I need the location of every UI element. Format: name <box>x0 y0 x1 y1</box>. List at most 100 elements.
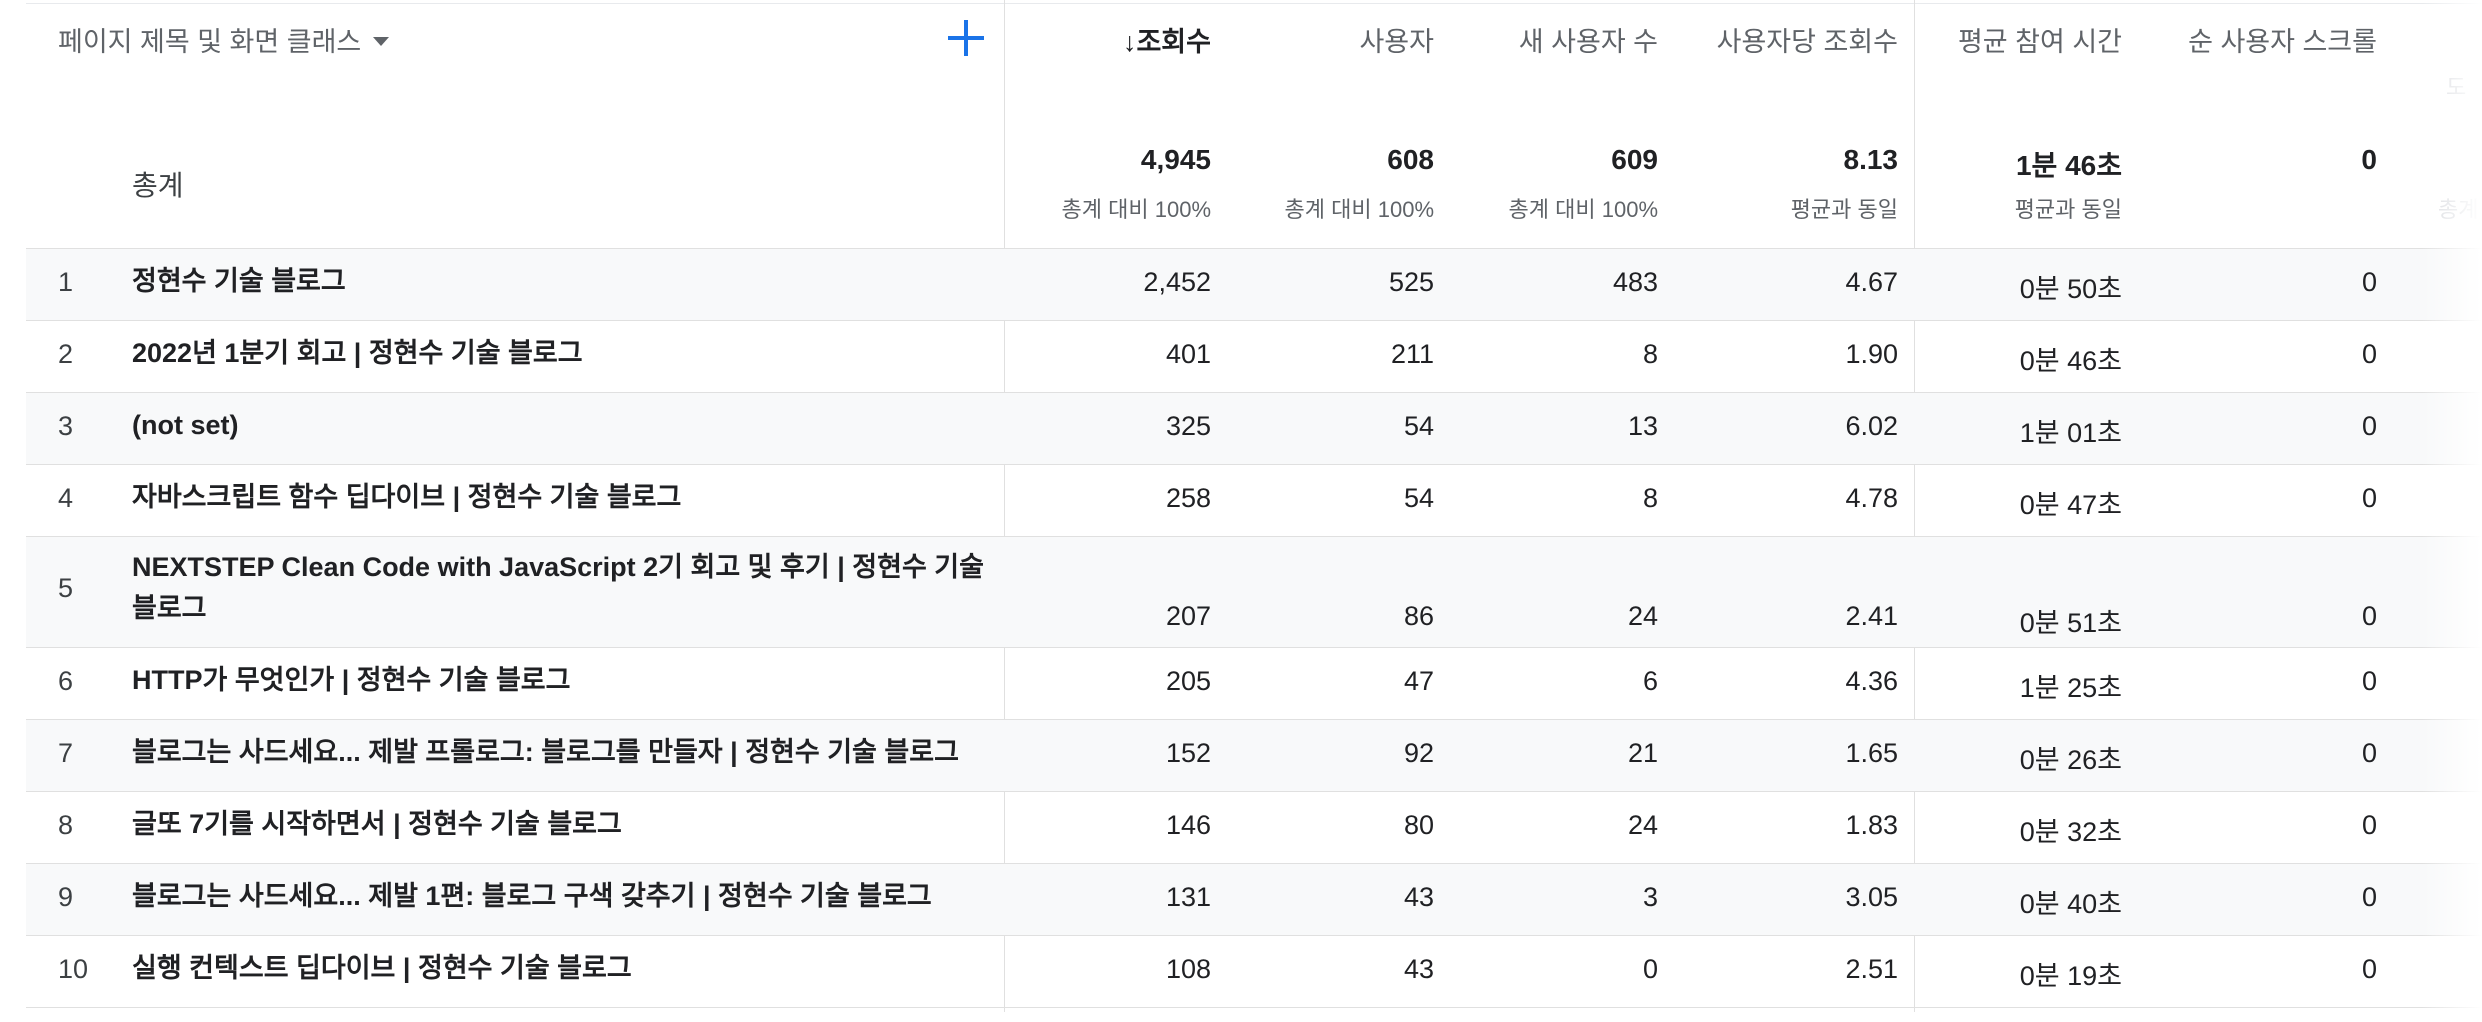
cell-new-users: 21 <box>1627 738 1658 768</box>
cell-avg-engagement-time: 0분 51초 <box>2019 608 2122 638</box>
total-new-users: 609 <box>1611 144 1658 175</box>
cell-new-users: 24 <box>1627 601 1658 631</box>
cell-unique-scrolls: 0 <box>2361 954 2377 984</box>
cell-new-users: 3 <box>1642 882 1658 912</box>
cell-unique-scrolls: 0 <box>2361 882 2377 912</box>
cell-users: 54 <box>1403 411 1434 441</box>
table-row[interactable]: 2 2022년 1분기 회고 | 정현수 기술 블로그 401 211 8 1.90 0분 … <box>26 320 2482 392</box>
cell-unique-scrolls: 0 <box>2361 810 2377 840</box>
clipped-column-header: 도 <box>2446 75 2467 100</box>
cell-views: 258 <box>1165 483 1211 513</box>
table-row[interactable]: 7 블로그는 사드세요... 제발 프롤로그: 블로그를 만들자 | 정현수 기술… <box>26 719 2482 791</box>
cell-new-users: 13 <box>1627 411 1658 441</box>
top-divider <box>26 3 2482 4</box>
column-divider <box>1914 0 1915 1012</box>
row-page-title: 자바스크립트 함수 딥다이브 | 정현수 기술 블로그 <box>132 482 682 512</box>
table-row[interactable]: 9 블로그는 사드세요... 제발 1편: 블로그 구색 갖추기 | 정현수 기술… <box>26 863 2482 935</box>
column-header-avg-engagement-time[interactable]: 평균 참여 시간 <box>1957 27 2122 57</box>
column-header-new-users[interactable]: 새 사용자 수 <box>1518 27 1658 57</box>
row-rank: 10 <box>58 954 89 984</box>
cell-unique-scrolls: 0 <box>2361 339 2377 369</box>
total-avg-engagement-time: 1분 46초 <box>2015 150 2122 181</box>
cell-users: 54 <box>1403 483 1434 513</box>
cell-unique-scrolls: 0 <box>2361 483 2377 513</box>
cell-avg-engagement-time: 0분 40초 <box>2019 889 2122 919</box>
cell-unique-scrolls: 0 <box>2361 601 2377 631</box>
cell-views-per-user: 1.90 <box>1845 339 1898 369</box>
table-row[interactable]: 3 (not set) 325 54 13 6.02 1분 01초 0 <box>26 392 2482 464</box>
total-users-sub: 총계 대비 100% <box>1284 197 1434 222</box>
add-dimension-plus-icon[interactable] <box>946 18 986 58</box>
total-views-sub: 총계 대비 100% <box>1061 197 1211 222</box>
cell-users: 525 <box>1388 267 1434 297</box>
row-rank: 4 <box>58 483 74 513</box>
table-row[interactable]: 1 정현수 기술 블로그 2,452 525 483 4.67 0분 50초 0 <box>26 248 2482 320</box>
cell-views: 152 <box>1165 738 1211 768</box>
total-users: 608 <box>1387 144 1434 175</box>
table-row[interactable]: 8 글또 7기를 시작하면서 | 정현수 기술 블로그 146 80 24 1.83 0분 … <box>26 791 2482 863</box>
cell-users: 211 <box>1390 339 1434 369</box>
row-rank: 7 <box>58 738 74 768</box>
row-page-title: 블로그는 사드세요... 제발 프롤로그: 블로그를 만들자 | 정현수 기술 … <box>132 737 959 767</box>
cell-avg-engagement-time: 0분 50초 <box>2019 274 2122 304</box>
total-unique-scrolls: 0 <box>2361 144 2377 175</box>
row-rank: 5 <box>58 573 74 603</box>
table-row[interactable]: 5 NEXTSTEP Clean Code with JavaScript 2기 … <box>26 536 2482 647</box>
cell-views: 146 <box>1165 810 1211 840</box>
sort-arrow-down-icon: ↓ <box>1122 27 1137 57</box>
cell-new-users: 8 <box>1642 339 1658 369</box>
row-page-title: NEXTSTEP Clean Code with JavaScript 2기 회… <box>132 552 984 623</box>
cell-users: 80 <box>1403 810 1434 840</box>
cell-unique-scrolls: 0 <box>2361 267 2377 297</box>
total-avg-engagement-time-sub: 평균과 동일 <box>2014 197 2122 222</box>
cell-new-users: 24 <box>1627 810 1658 840</box>
cell-users: 47 <box>1403 666 1434 696</box>
cell-users: 43 <box>1403 882 1434 912</box>
row-rank: 8 <box>58 810 74 840</box>
cell-views-per-user: 1.83 <box>1845 810 1898 840</box>
row-rank: 6 <box>58 666 74 696</box>
cell-views: 207 <box>1165 601 1211 631</box>
row-page-title: 글또 7기를 시작하면서 | 정현수 기술 블로그 <box>132 809 622 839</box>
table-body: 1 정현수 기술 블로그 2,452 525 483 4.67 0분 50초 0 2 2022년 … <box>26 248 2482 1008</box>
column-header-views[interactable]: ↓조회수 <box>1122 27 1211 57</box>
cell-avg-engagement-time: 0분 46초 <box>2019 346 2122 376</box>
cell-views: 401 <box>1165 339 1211 369</box>
row-rank: 2 <box>58 339 74 369</box>
cell-views-per-user: 4.36 <box>1845 666 1898 696</box>
cell-new-users: 0 <box>1642 954 1658 984</box>
cell-views: 108 <box>1165 954 1211 984</box>
cell-views-per-user: 2.51 <box>1845 954 1898 984</box>
cell-views: 325 <box>1165 411 1211 441</box>
cell-new-users: 6 <box>1642 666 1658 696</box>
cell-avg-engagement-time: 0분 26초 <box>2019 745 2122 775</box>
cell-users: 43 <box>1403 954 1434 984</box>
column-header-views-per-user[interactable]: 사용자당 조회수 <box>1716 27 1898 57</box>
cell-avg-engagement-time: 1분 25초 <box>2019 673 2122 703</box>
total-views-per-user: 8.13 <box>1843 144 1899 175</box>
table-row[interactable]: 4 자바스크립트 함수 딥다이브 | 정현수 기술 블로그 258 54 8 4.78 0분… <box>26 464 2482 536</box>
cell-views-per-user: 2.41 <box>1845 601 1898 631</box>
row-page-title: HTTP가 무엇인가 | 정현수 기술 블로그 <box>132 665 571 695</box>
cell-users: 92 <box>1403 738 1434 768</box>
report-table: 페이지 제목 및 화면 클래스 ↓조회수 사용자 새 사용자 수 사용자당 조회… <box>26 0 2482 1022</box>
row-page-title: (not set) <box>132 410 239 440</box>
cell-avg-engagement-time: 0분 47초 <box>2019 490 2122 520</box>
totals-label: 총계 <box>132 170 184 201</box>
cell-views: 2,452 <box>1143 267 1211 297</box>
total-new-users-sub: 총계 대비 100% <box>1508 197 1658 222</box>
row-page-title: 2022년 1분기 회고 | 정현수 기술 블로그 <box>132 338 583 368</box>
table-row[interactable]: 6 HTTP가 무엇인가 | 정현수 기술 블로그 205 47 6 4.36 1분 25초… <box>26 647 2482 719</box>
cell-views-per-user: 3.05 <box>1845 882 1898 912</box>
table-row[interactable]: 10 실행 컨텍스트 딥다이브 | 정현수 기술 블로그 108 43 0 2.51 0분 … <box>26 935 2482 1008</box>
dimension-label: 페이지 제목 및 화면 클래스 <box>58 27 362 57</box>
cell-users: 86 <box>1403 601 1434 631</box>
cell-unique-scrolls: 0 <box>2361 411 2377 441</box>
column-header-unique-scrolls[interactable]: 순 사용자 스크롤 <box>2188 27 2377 57</box>
row-rank: 1 <box>58 267 74 297</box>
column-header-users[interactable]: 사용자 <box>1359 27 1434 57</box>
cell-avg-engagement-time: 0분 32초 <box>2019 817 2122 847</box>
cell-views-per-user: 4.67 <box>1845 267 1898 297</box>
dimension-selector[interactable]: 페이지 제목 및 화면 클래스 <box>58 20 390 59</box>
row-page-title: 블로그는 사드세요... 제발 1편: 블로그 구색 갖추기 | 정현수 기술 … <box>132 881 932 911</box>
